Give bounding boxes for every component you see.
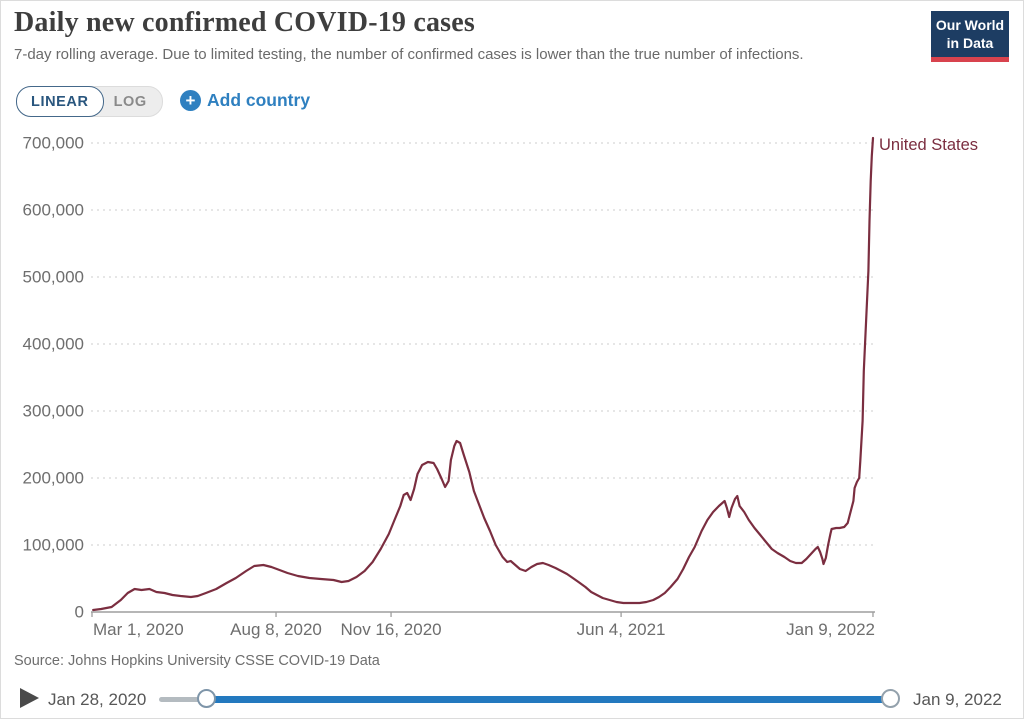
y-axis-label: 200,000 [23, 469, 84, 488]
y-axis-label: 500,000 [23, 268, 84, 287]
chart-subtitle: 7-day rolling average. Due to limited te… [14, 46, 804, 63]
x-axis-label: Aug 8, 2020 [230, 620, 322, 639]
source-note: Source: Johns Hopkins University CSSE CO… [14, 653, 380, 669]
page-title: Daily new confirmed COVID-19 cases [14, 7, 475, 38]
x-axis-label: Jan 9, 2022 [786, 620, 875, 639]
timeline-handle-end[interactable] [881, 689, 900, 708]
us-series-line [92, 136, 875, 612]
add-country-button[interactable]: + Add country [180, 89, 310, 112]
timeline-track[interactable] [159, 697, 207, 702]
y-axis-label: 400,000 [23, 335, 84, 354]
x-axis-label: Mar 1, 2020 [93, 620, 184, 639]
owid-logo: Our World in Data [931, 11, 1009, 62]
timeline-handle-start[interactable] [197, 689, 216, 708]
timeline-selected-range[interactable] [206, 696, 892, 703]
y-axis-label: 100,000 [23, 536, 84, 555]
play-icon[interactable] [20, 688, 39, 708]
x-axis-label: Nov 16, 2020 [340, 620, 441, 639]
timeline-end-date[interactable]: Jan 9, 2022 [913, 690, 1002, 709]
log-button[interactable]: LOG [113, 93, 147, 110]
series-label: United States [879, 136, 978, 154]
y-axis-label: 300,000 [23, 402, 84, 421]
scale-toggle: LINEAR LOG [16, 86, 163, 117]
y-axis-label: 0 [75, 603, 84, 622]
logo-line-1: Our World [935, 17, 1005, 33]
plus-icon: + [180, 90, 201, 111]
x-axis-label: Jun 4, 2021 [577, 620, 666, 639]
add-country-label: Add country [207, 90, 311, 110]
y-axis-label: 700,000 [23, 134, 84, 153]
linear-button[interactable]: LINEAR [16, 86, 104, 117]
y-axis-label: 600,000 [23, 201, 84, 220]
logo-line-2: in Data [946, 35, 994, 52]
timeline-start-date[interactable]: Jan 28, 2020 [48, 690, 147, 709]
